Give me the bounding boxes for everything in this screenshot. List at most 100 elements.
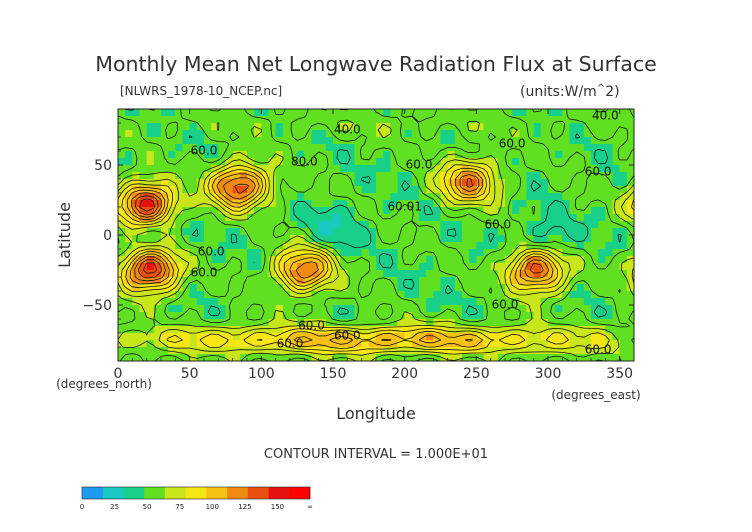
heatmap-cell bbox=[612, 214, 621, 222]
heatmap-cell bbox=[333, 151, 341, 159]
heatmap-cell bbox=[533, 235, 542, 243]
heatmap-cell bbox=[612, 249, 621, 257]
heatmap-cell bbox=[462, 221, 470, 229]
heatmap-cell bbox=[218, 249, 227, 257]
heatmap-cell bbox=[598, 172, 606, 180]
heatmap-cell bbox=[411, 347, 420, 355]
heatmap-cell bbox=[254, 333, 262, 341]
heatmap-cell bbox=[548, 277, 556, 285]
heatmap-cell bbox=[533, 326, 542, 334]
heatmap-cell bbox=[275, 277, 284, 285]
heatmap-cell bbox=[612, 123, 621, 131]
heatmap-cell bbox=[254, 347, 262, 355]
heatmap-cell bbox=[591, 249, 599, 257]
heatmap-cell bbox=[247, 270, 255, 278]
heatmap-cell bbox=[454, 263, 463, 271]
heatmap-cell bbox=[555, 137, 563, 145]
heatmap-cell bbox=[440, 319, 449, 327]
heatmap-cell bbox=[598, 165, 606, 173]
heatmap-cell bbox=[540, 172, 549, 180]
heatmap-cell bbox=[454, 193, 463, 201]
heatmap-cell bbox=[526, 172, 535, 180]
heatmap-cell bbox=[146, 165, 155, 173]
heatmap-cell bbox=[132, 249, 141, 257]
heatmap-cell bbox=[304, 221, 313, 229]
heatmap-cell bbox=[275, 109, 284, 117]
heatmap-cell bbox=[290, 312, 298, 320]
heatmap-cell bbox=[153, 172, 162, 180]
heatmap-cell bbox=[555, 235, 563, 243]
heatmap-cell bbox=[211, 340, 219, 348]
heatmap-cell bbox=[433, 340, 442, 348]
heatmap-cell bbox=[397, 158, 406, 166]
heatmap-cell bbox=[440, 305, 449, 313]
heatmap-cell bbox=[368, 172, 377, 180]
heatmap-cell bbox=[383, 298, 391, 306]
heatmap-cell bbox=[462, 270, 470, 278]
heatmap-cell bbox=[533, 172, 542, 180]
heatmap-cell bbox=[232, 312, 241, 320]
heatmap-cell bbox=[304, 347, 313, 355]
heatmap-cell bbox=[483, 256, 492, 264]
heatmap-cell bbox=[619, 214, 628, 222]
heatmap-cell bbox=[583, 214, 592, 222]
heatmap-cell bbox=[268, 158, 277, 166]
heatmap-cell bbox=[211, 172, 219, 180]
heatmap-cell bbox=[247, 193, 255, 201]
heatmap-cell bbox=[175, 256, 184, 264]
heatmap-cell bbox=[275, 123, 284, 131]
heatmap-cell bbox=[168, 305, 176, 313]
heatmap-cell bbox=[282, 291, 291, 299]
heatmap-cell bbox=[282, 298, 291, 306]
heatmap-cell bbox=[118, 354, 126, 361]
heatmap-cell bbox=[433, 235, 442, 243]
heatmap-cell bbox=[526, 291, 535, 299]
colorbar-tick-label: 100 bbox=[206, 503, 219, 511]
heatmap-cell bbox=[239, 165, 248, 173]
heatmap-cell bbox=[325, 137, 334, 145]
heatmap-cell bbox=[153, 263, 162, 271]
heatmap-cell bbox=[282, 333, 291, 341]
heatmap-cell bbox=[383, 235, 391, 243]
heatmap-cell bbox=[576, 158, 585, 166]
heatmap-cell bbox=[469, 130, 477, 138]
heatmap-cell bbox=[404, 200, 413, 208]
heatmap-cell bbox=[168, 172, 176, 180]
heatmap-cell bbox=[612, 354, 621, 361]
heatmap-cell bbox=[390, 312, 399, 320]
heatmap-cell bbox=[132, 116, 141, 124]
heatmap-cell bbox=[447, 137, 456, 145]
heatmap-cell bbox=[182, 326, 191, 334]
heatmap-cell bbox=[404, 193, 413, 201]
heatmap-cell bbox=[311, 193, 320, 201]
heatmap-cell bbox=[211, 214, 219, 222]
heatmap-cell bbox=[426, 347, 434, 355]
heatmap-cell bbox=[268, 186, 277, 194]
heatmap-cell bbox=[261, 165, 270, 173]
heatmap-cell bbox=[419, 305, 427, 313]
heatmap-cell bbox=[311, 158, 320, 166]
heatmap-cell bbox=[490, 172, 499, 180]
heatmap-cell bbox=[562, 214, 571, 222]
heatmap-cell bbox=[361, 130, 370, 138]
heatmap-cell bbox=[469, 158, 477, 166]
heatmap-cell bbox=[612, 270, 621, 278]
heatmap-cell bbox=[368, 340, 377, 348]
heatmap-cell bbox=[426, 144, 434, 152]
heatmap-cell bbox=[311, 109, 320, 117]
heatmap-cell bbox=[512, 144, 520, 152]
heatmap-cell bbox=[376, 291, 384, 299]
colorbar-tick-label: 125 bbox=[238, 503, 251, 511]
heatmap-cell bbox=[433, 270, 442, 278]
heatmap-cell bbox=[533, 347, 542, 355]
heatmap-cell bbox=[282, 228, 291, 236]
heatmap-cell bbox=[340, 270, 348, 278]
heatmap-cell bbox=[555, 179, 563, 187]
heatmap-cell bbox=[426, 158, 434, 166]
heatmap-cell bbox=[576, 249, 585, 257]
heatmap-cell bbox=[447, 228, 456, 236]
heatmap-cell bbox=[275, 151, 284, 159]
heatmap-cell bbox=[347, 277, 356, 285]
heatmap-cell bbox=[132, 305, 141, 313]
heatmap-cell bbox=[247, 137, 255, 145]
